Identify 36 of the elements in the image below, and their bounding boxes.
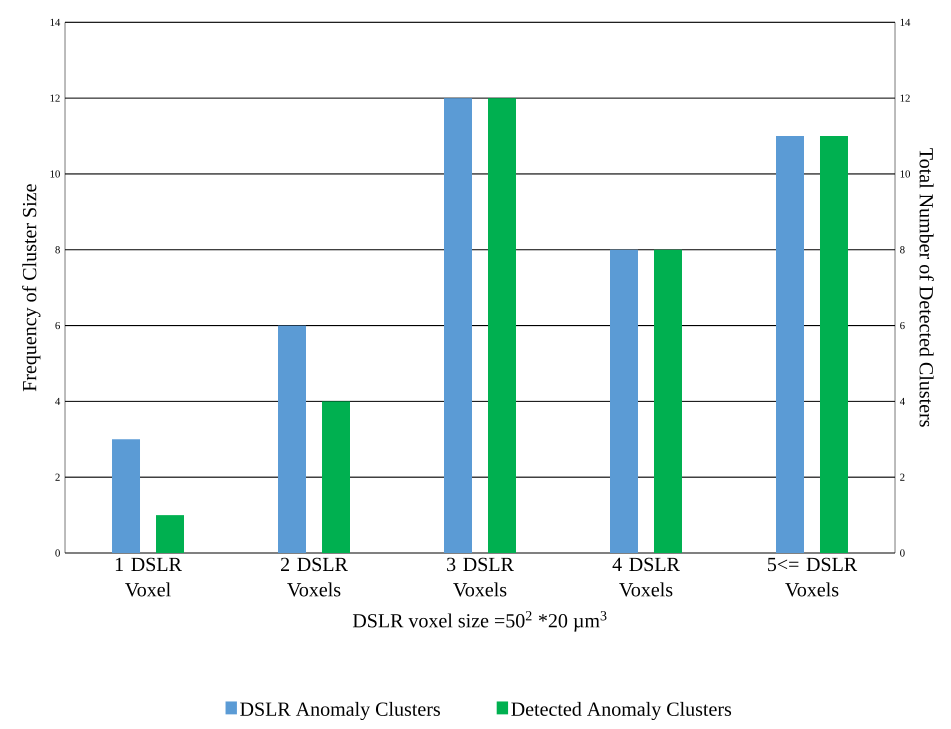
bar: [444, 98, 472, 553]
y-axis-title: Frequency of Cluster Size: [22, 184, 40, 392]
y2-tick-label: 8: [900, 246, 905, 254]
y2-tick-label: 6: [900, 322, 905, 330]
legend-label: DSLR Anomaly Clusters: [240, 702, 440, 720]
bar: [488, 98, 516, 553]
bar: [820, 136, 848, 553]
y-tick-label: 0: [55, 549, 60, 557]
bar: [610, 250, 638, 553]
bar: [776, 136, 804, 553]
x-tick-label: 5<= DSLR Voxels: [768, 558, 858, 597]
y-tick-label: 8: [55, 246, 60, 254]
y-tick-label: 2: [55, 474, 60, 481]
x-axis-title: DSLR voxel size =50$^{2}$ *20 µm$^{3}$: [352, 611, 606, 632]
y2-tick-label: 2: [900, 474, 904, 481]
y-tick-label: 12: [50, 94, 60, 102]
x-tick-label: 3 DSLR Voxels: [447, 558, 514, 597]
y2-tick-label: 4: [900, 398, 905, 405]
y-tick-label: 4: [55, 398, 60, 405]
y2-tick-label: 0: [900, 549, 905, 557]
bar: [654, 250, 682, 553]
bar: [278, 326, 306, 553]
x-tick-label: 2 DSLR Voxels: [280, 558, 348, 597]
y2-tick-label: 12: [900, 94, 910, 102]
bar: [112, 439, 140, 553]
y2-tick-label: 14: [900, 18, 910, 26]
legend-label: Detected Anomaly Clusters: [511, 702, 732, 720]
y-tick-label: 6: [55, 322, 60, 330]
bar: [322, 401, 350, 553]
x-tick-label: 1 DSLR Voxel: [116, 558, 182, 597]
y2-tick-label: 10: [900, 170, 910, 178]
y-tick-label: 10: [50, 170, 60, 178]
bar: [156, 515, 184, 553]
x-tick-label: 4 DSLR Voxels: [612, 558, 680, 597]
y-tick-label: 14: [50, 18, 60, 26]
y2-axis-title: Total Number of Detected Clusters: [920, 148, 934, 427]
